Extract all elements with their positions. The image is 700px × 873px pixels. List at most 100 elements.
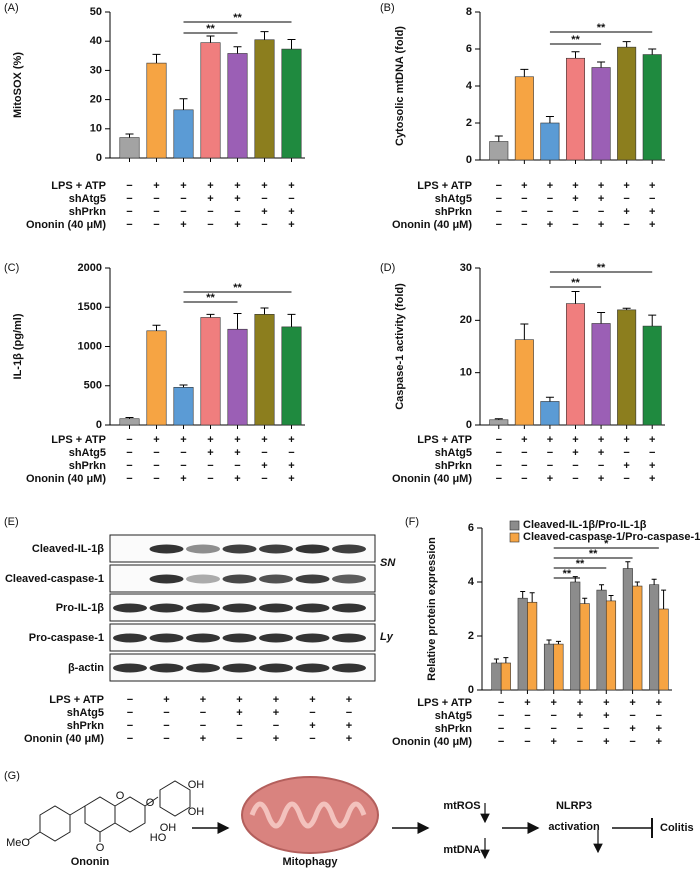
- bar: [540, 122, 560, 161]
- condition-sign: −: [207, 473, 213, 485]
- condition-label: shPrkn: [69, 206, 107, 218]
- condition-sign: −: [572, 460, 578, 472]
- error-bar: [233, 313, 242, 330]
- error-bar: [622, 307, 631, 310]
- condition-sign: −: [126, 473, 132, 485]
- condition-sign: +: [629, 697, 635, 709]
- bar: [514, 339, 534, 426]
- schematic-shapes: [27, 776, 653, 860]
- condition-sign: −: [126, 206, 132, 218]
- condition-sign: −: [180, 206, 186, 218]
- error-bar: [179, 384, 188, 388]
- blot-band: [222, 633, 257, 643]
- condition-sign: +: [261, 460, 267, 472]
- compound-name: Ononin: [71, 856, 110, 868]
- condition-sign: +: [180, 473, 186, 485]
- y-tick-label: 6: [468, 522, 474, 534]
- condition-sign: −: [234, 460, 240, 472]
- error-bar: [287, 38, 296, 50]
- blot-band: [222, 603, 257, 613]
- blot-row-label: β-actin: [68, 662, 104, 674]
- legend-label: Cleaved-IL-1β/Pro-IL-1β: [523, 519, 647, 531]
- bar: [200, 317, 221, 426]
- bar: [527, 601, 538, 691]
- condition-sign: +: [649, 206, 655, 218]
- condition-sign: −: [623, 447, 629, 459]
- y-tick-label: 30: [460, 262, 472, 274]
- condition-sign: −: [496, 180, 502, 192]
- blot-band: [295, 633, 330, 643]
- condition-sign: −: [496, 447, 502, 459]
- structure-label: OH: [188, 806, 205, 818]
- bar: [254, 314, 275, 426]
- bar: [281, 48, 302, 159]
- inflammasome: NLRP3: [556, 800, 592, 812]
- bar: [173, 109, 194, 159]
- condition-sign: +: [524, 697, 530, 709]
- condition-sign: −: [521, 447, 527, 459]
- condition-sign: +: [649, 219, 655, 231]
- error-bar: [597, 311, 606, 324]
- structure-label: OH: [160, 822, 177, 834]
- condition-sign: +: [656, 697, 662, 709]
- condition-sign: −: [521, 206, 527, 218]
- condition-sign: −: [236, 733, 242, 745]
- y-tick-label: 0: [466, 419, 472, 431]
- significance-label: **: [571, 34, 580, 46]
- significance-label: **: [563, 568, 572, 580]
- condition-sign: −: [127, 707, 133, 719]
- bar: [489, 141, 509, 161]
- condition-sign: +: [346, 694, 352, 706]
- error-bar: [648, 314, 657, 327]
- error-bar: [520, 323, 529, 340]
- error-bar: [152, 324, 161, 331]
- bar: [605, 600, 617, 691]
- significance-label: **: [597, 262, 606, 274]
- blot-band: [186, 633, 220, 643]
- y-tick-label: 0: [96, 152, 102, 164]
- bar: [227, 53, 248, 159]
- condition-label: shAtg5: [435, 710, 472, 722]
- condition-sign: −: [572, 206, 578, 218]
- condition-sign: −: [656, 710, 662, 722]
- y-axis-label: Caspase-1 activity (fold): [394, 283, 406, 410]
- condition-sign: −: [261, 219, 267, 231]
- condition-sign: +: [603, 736, 609, 748]
- blot-row-label: Pro-caspase-1: [29, 632, 104, 644]
- error-bar: [597, 61, 606, 68]
- blot-band: [295, 544, 330, 554]
- condition-sign: +: [550, 697, 556, 709]
- condition-sign: −: [521, 219, 527, 231]
- error-bar: [545, 396, 554, 402]
- condition-label: shPrkn: [435, 460, 473, 472]
- panel-label: (F): [405, 516, 419, 528]
- condition-sign: +: [623, 206, 629, 218]
- condition-sign: −: [598, 460, 604, 472]
- condition-sign: −: [577, 736, 583, 748]
- y-tick-label: 0: [468, 684, 474, 696]
- bar: [540, 401, 560, 426]
- condition-label: shAtg5: [435, 447, 472, 459]
- bar: [200, 42, 221, 159]
- condition-sign: −: [524, 736, 530, 748]
- blot-band: [186, 603, 220, 613]
- blot-band: [186, 544, 220, 554]
- panel-label: (A): [4, 2, 19, 14]
- condition-sign: +: [603, 697, 609, 709]
- error-bar: [529, 592, 535, 603]
- condition-sign: +: [153, 180, 159, 192]
- error-bar: [608, 595, 614, 601]
- mitochondrion: [241, 776, 379, 854]
- blot-band: [149, 663, 184, 673]
- condition-label: Ononin (40 μM): [24, 733, 104, 745]
- structure-label: MeO: [6, 837, 30, 849]
- blot-band: [259, 574, 293, 584]
- blot-band: [332, 633, 366, 643]
- condition-sign: +: [598, 473, 604, 485]
- y-tick-label: 2000: [78, 262, 102, 274]
- condition-sign: −: [629, 736, 635, 748]
- condition-sign: +: [572, 447, 578, 459]
- condition-sign: −: [498, 710, 504, 722]
- condition-sign: −: [496, 460, 502, 472]
- condition-sign: −: [126, 434, 132, 446]
